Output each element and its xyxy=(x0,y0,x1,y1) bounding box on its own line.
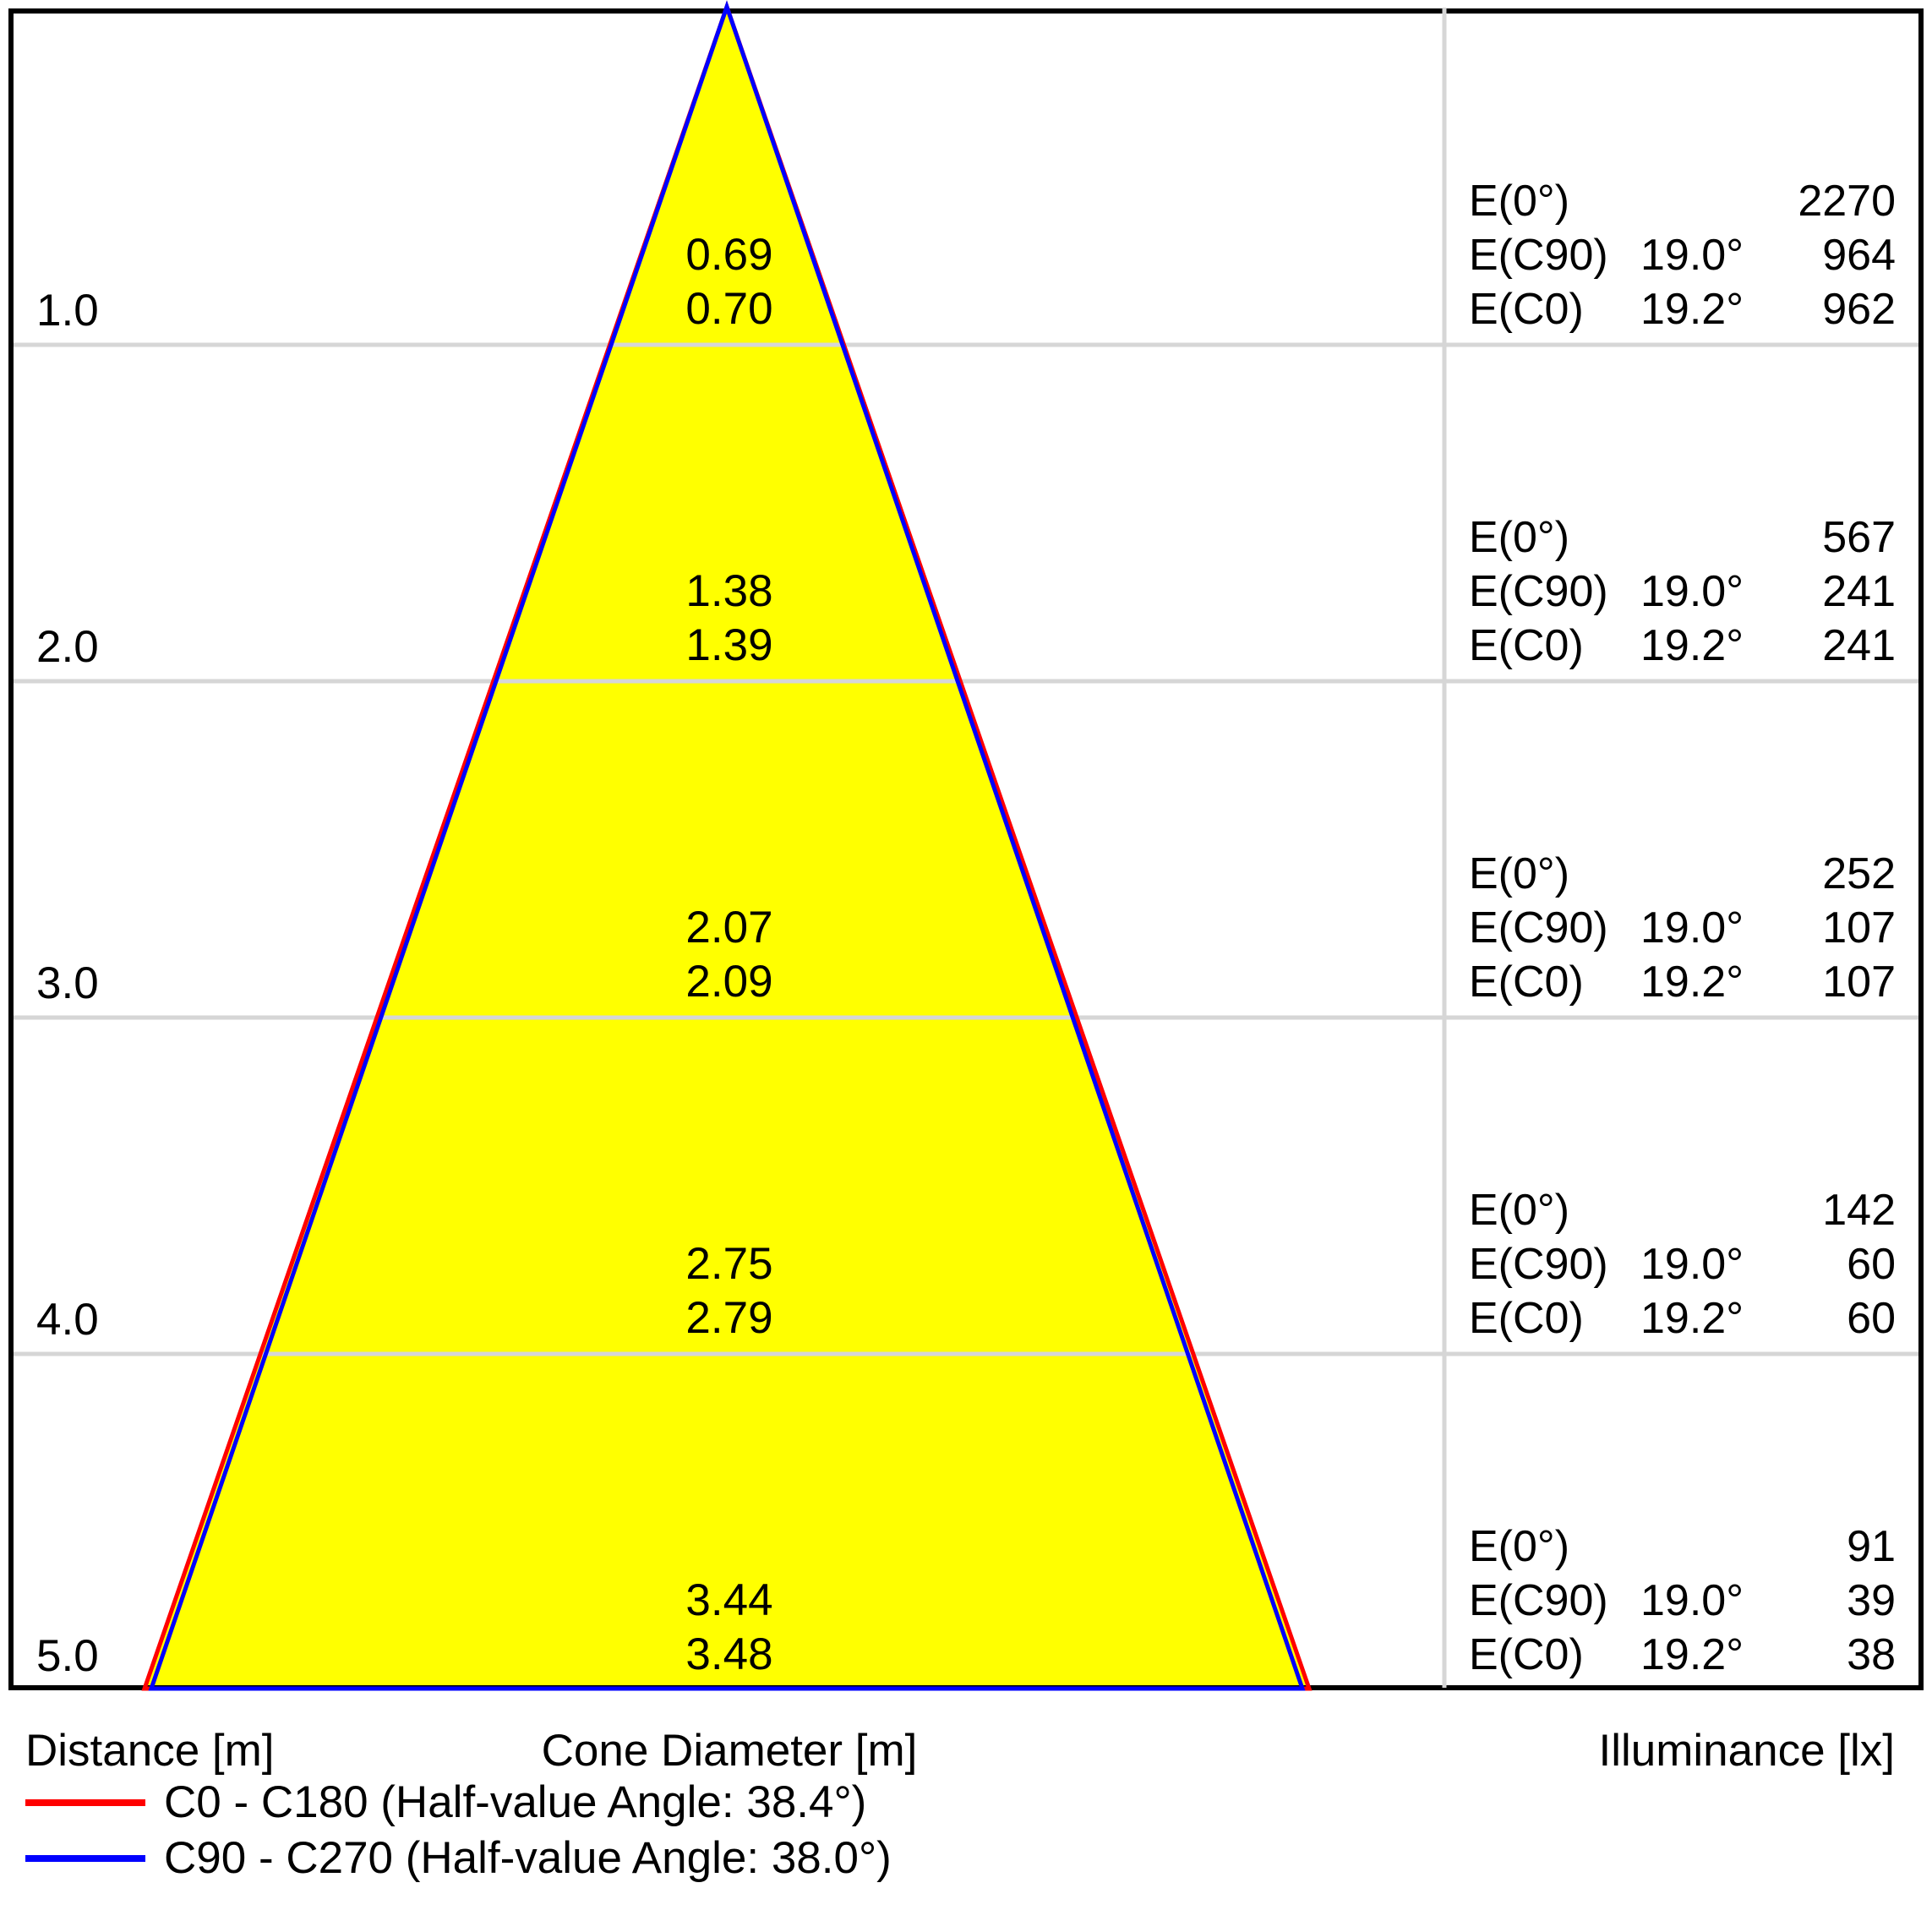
ec90-angle: 19.0° xyxy=(1640,1240,1744,1289)
cone-row-1m: 1.0 0.69 0.70 E(0°) 2270 E(C90) 19.0° 964 E… xyxy=(11,8,1921,345)
e0-label: E(0°) xyxy=(1469,513,1570,562)
ec0-angle: 19.2° xyxy=(1640,958,1744,1007)
e0-line: E(0°) 252 xyxy=(1469,847,1896,901)
cone-diameter-values: 2.75 2.79 xyxy=(11,1237,1448,1345)
diameter-c0: 2.09 xyxy=(685,957,773,1007)
cone-diameter-values: 2.07 2.09 xyxy=(11,901,1448,1009)
e0-value: 252 xyxy=(1822,849,1896,898)
distance-axis-title: Distance [m] xyxy=(25,1726,275,1776)
illuminance-block: E(0°) 567 E(C90) 19.0° 241 E(C0) 19.2° 241 xyxy=(1469,510,1896,673)
cone-diameter-values: 1.38 1.39 xyxy=(11,565,1448,673)
ec0-value: 241 xyxy=(1822,621,1896,670)
ec90-line: E(C90) 19.0° 964 xyxy=(1469,228,1896,282)
illuminance-block: E(0°) 91 E(C90) 19.0° 39 E(C0) 19.2° 38 xyxy=(1469,1520,1896,1682)
e0-value: 142 xyxy=(1822,1186,1896,1235)
ec90-value: 60 xyxy=(1847,1240,1896,1289)
e0-label: E(0°) xyxy=(1469,177,1570,226)
diameter-c90: 3.44 xyxy=(685,1575,773,1625)
distance-label: 1.0 xyxy=(36,286,99,336)
e0-label: E(0°) xyxy=(1469,1186,1570,1235)
ec0-angle: 19.2° xyxy=(1640,285,1744,334)
ec90-angle: 19.0° xyxy=(1640,231,1744,280)
ec0-label: E(C0) xyxy=(1469,1294,1584,1343)
cone-row-4m: 4.0 2.75 2.79 E(0°) 142 E(C90) 19.0° 60 E(C… xyxy=(11,1018,1921,1354)
ec0-value: 107 xyxy=(1822,958,1896,1007)
c0-c180-line-swatch xyxy=(25,1799,145,1806)
ec0-value: 38 xyxy=(1847,1630,1896,1679)
distance-label: 4.0 xyxy=(36,1295,99,1345)
ec90-line: E(C90) 19.0° 39 xyxy=(1469,1574,1896,1628)
ec0-angle: 19.2° xyxy=(1640,621,1744,670)
ec0-label: E(C0) xyxy=(1469,958,1584,1007)
ec0-line: E(C0) 19.2° 38 xyxy=(1469,1628,1896,1682)
legend-item-c90-c270: C90 - C270 (Half-value Angle: 38.0°) xyxy=(25,1831,892,1886)
ec90-angle: 19.0° xyxy=(1640,1576,1744,1625)
diameter-c0: 3.48 xyxy=(685,1629,773,1679)
ec0-angle: 19.2° xyxy=(1640,1294,1744,1343)
ec0-value: 60 xyxy=(1847,1294,1896,1343)
distance-label: 2.0 xyxy=(36,622,99,672)
ec90-value: 241 xyxy=(1822,567,1896,616)
ec0-line: E(C0) 19.2° 241 xyxy=(1469,619,1896,673)
ec0-value: 962 xyxy=(1822,285,1896,334)
ec90-line: E(C90) 19.0° 60 xyxy=(1469,1237,1896,1291)
legend-label-c90-c270: C90 - C270 (Half-value Angle: 38.0°) xyxy=(164,1833,892,1883)
legend-item-c0-c180: C0 - C180 (Half-value Angle: 38.4°) xyxy=(25,1775,892,1831)
diameter-c90: 1.38 xyxy=(685,566,773,616)
ec90-angle: 19.0° xyxy=(1640,567,1744,616)
cone-diameter-values: 3.44 3.48 xyxy=(11,1574,1448,1682)
legend: C0 - C180 (Half-value Angle: 38.4°) C90 … xyxy=(25,1775,892,1886)
ec0-label: E(C0) xyxy=(1469,621,1584,670)
ec90-line: E(C90) 19.0° 107 xyxy=(1469,901,1896,955)
ec90-label: E(C90) xyxy=(1469,567,1608,616)
ec90-value: 39 xyxy=(1847,1576,1896,1625)
cone-diameter-values: 0.69 0.70 xyxy=(11,228,1448,336)
ec90-value: 964 xyxy=(1822,231,1896,280)
ec90-angle: 19.0° xyxy=(1640,903,1744,952)
diameter-c90: 2.75 xyxy=(685,1239,773,1289)
cone-fill-c90-c270 xyxy=(151,7,1302,1689)
ec0-label: E(C0) xyxy=(1469,1630,1584,1679)
ec0-label: E(C0) xyxy=(1469,285,1584,334)
c90-c270-line-swatch xyxy=(25,1855,145,1862)
e0-line: E(0°) 91 xyxy=(1469,1520,1896,1574)
distance-label: 3.0 xyxy=(36,958,99,1008)
cone-diameter-axis-title: Cone Diameter [m] xyxy=(541,1726,918,1776)
ec90-line: E(C90) 19.0° 241 xyxy=(1469,565,1896,619)
ec0-line: E(C0) 19.2° 107 xyxy=(1469,955,1896,1009)
diameter-c90: 0.69 xyxy=(685,230,773,280)
e0-line: E(0°) 2270 xyxy=(1469,174,1896,228)
ec0-angle: 19.2° xyxy=(1640,1630,1744,1679)
ec90-value: 107 xyxy=(1822,903,1896,952)
ec90-label: E(C90) xyxy=(1469,1576,1608,1625)
illuminance-block: E(0°) 252 E(C90) 19.0° 107 E(C0) 19.2° 107 xyxy=(1469,847,1896,1009)
e0-line: E(0°) 567 xyxy=(1469,510,1896,565)
e0-value: 2270 xyxy=(1798,177,1896,226)
diameter-c0: 1.39 xyxy=(685,620,773,670)
e0-value: 567 xyxy=(1822,513,1896,562)
ec0-line: E(C0) 19.2° 962 xyxy=(1469,282,1896,336)
ec90-label: E(C90) xyxy=(1469,231,1608,280)
distance-label: 5.0 xyxy=(36,1631,99,1681)
diameter-c0: 0.70 xyxy=(685,284,773,334)
diameter-c90: 2.07 xyxy=(685,903,773,952)
illuminance-block: E(0°) 142 E(C90) 19.0° 60 E(C0) 19.2° 60 xyxy=(1469,1183,1896,1345)
e0-label: E(0°) xyxy=(1469,1522,1570,1571)
illuminance-axis-title: Illuminance [lx] xyxy=(1598,1726,1895,1776)
ec0-line: E(C0) 19.2° 60 xyxy=(1469,1291,1896,1345)
e0-value: 91 xyxy=(1847,1522,1896,1571)
ec90-label: E(C90) xyxy=(1469,903,1608,952)
cone-row-5m: 5.0 3.44 3.48 E(0°) 91 E(C90) 19.0° 39 E(C0… xyxy=(11,1354,1921,1690)
cone-row-2m: 2.0 1.38 1.39 E(0°) 567 E(C90) 19.0° 241 E(… xyxy=(11,345,1921,681)
e0-line: E(0°) 142 xyxy=(1469,1183,1896,1237)
diameter-c0: 2.79 xyxy=(685,1293,773,1343)
illuminance-block: E(0°) 2270 E(C90) 19.0° 964 E(C0) 19.2° 962 xyxy=(1469,174,1896,336)
cone-row-3m: 3.0 2.07 2.09 E(0°) 252 E(C90) 19.0° 107 E(… xyxy=(11,681,1921,1018)
legend-label-c0-c180: C0 - C180 (Half-value Angle: 38.4°) xyxy=(164,1777,867,1827)
e0-label: E(0°) xyxy=(1469,849,1570,898)
cone-edge-c90-c270 xyxy=(148,0,1306,1691)
ec90-label: E(C90) xyxy=(1469,1240,1608,1289)
